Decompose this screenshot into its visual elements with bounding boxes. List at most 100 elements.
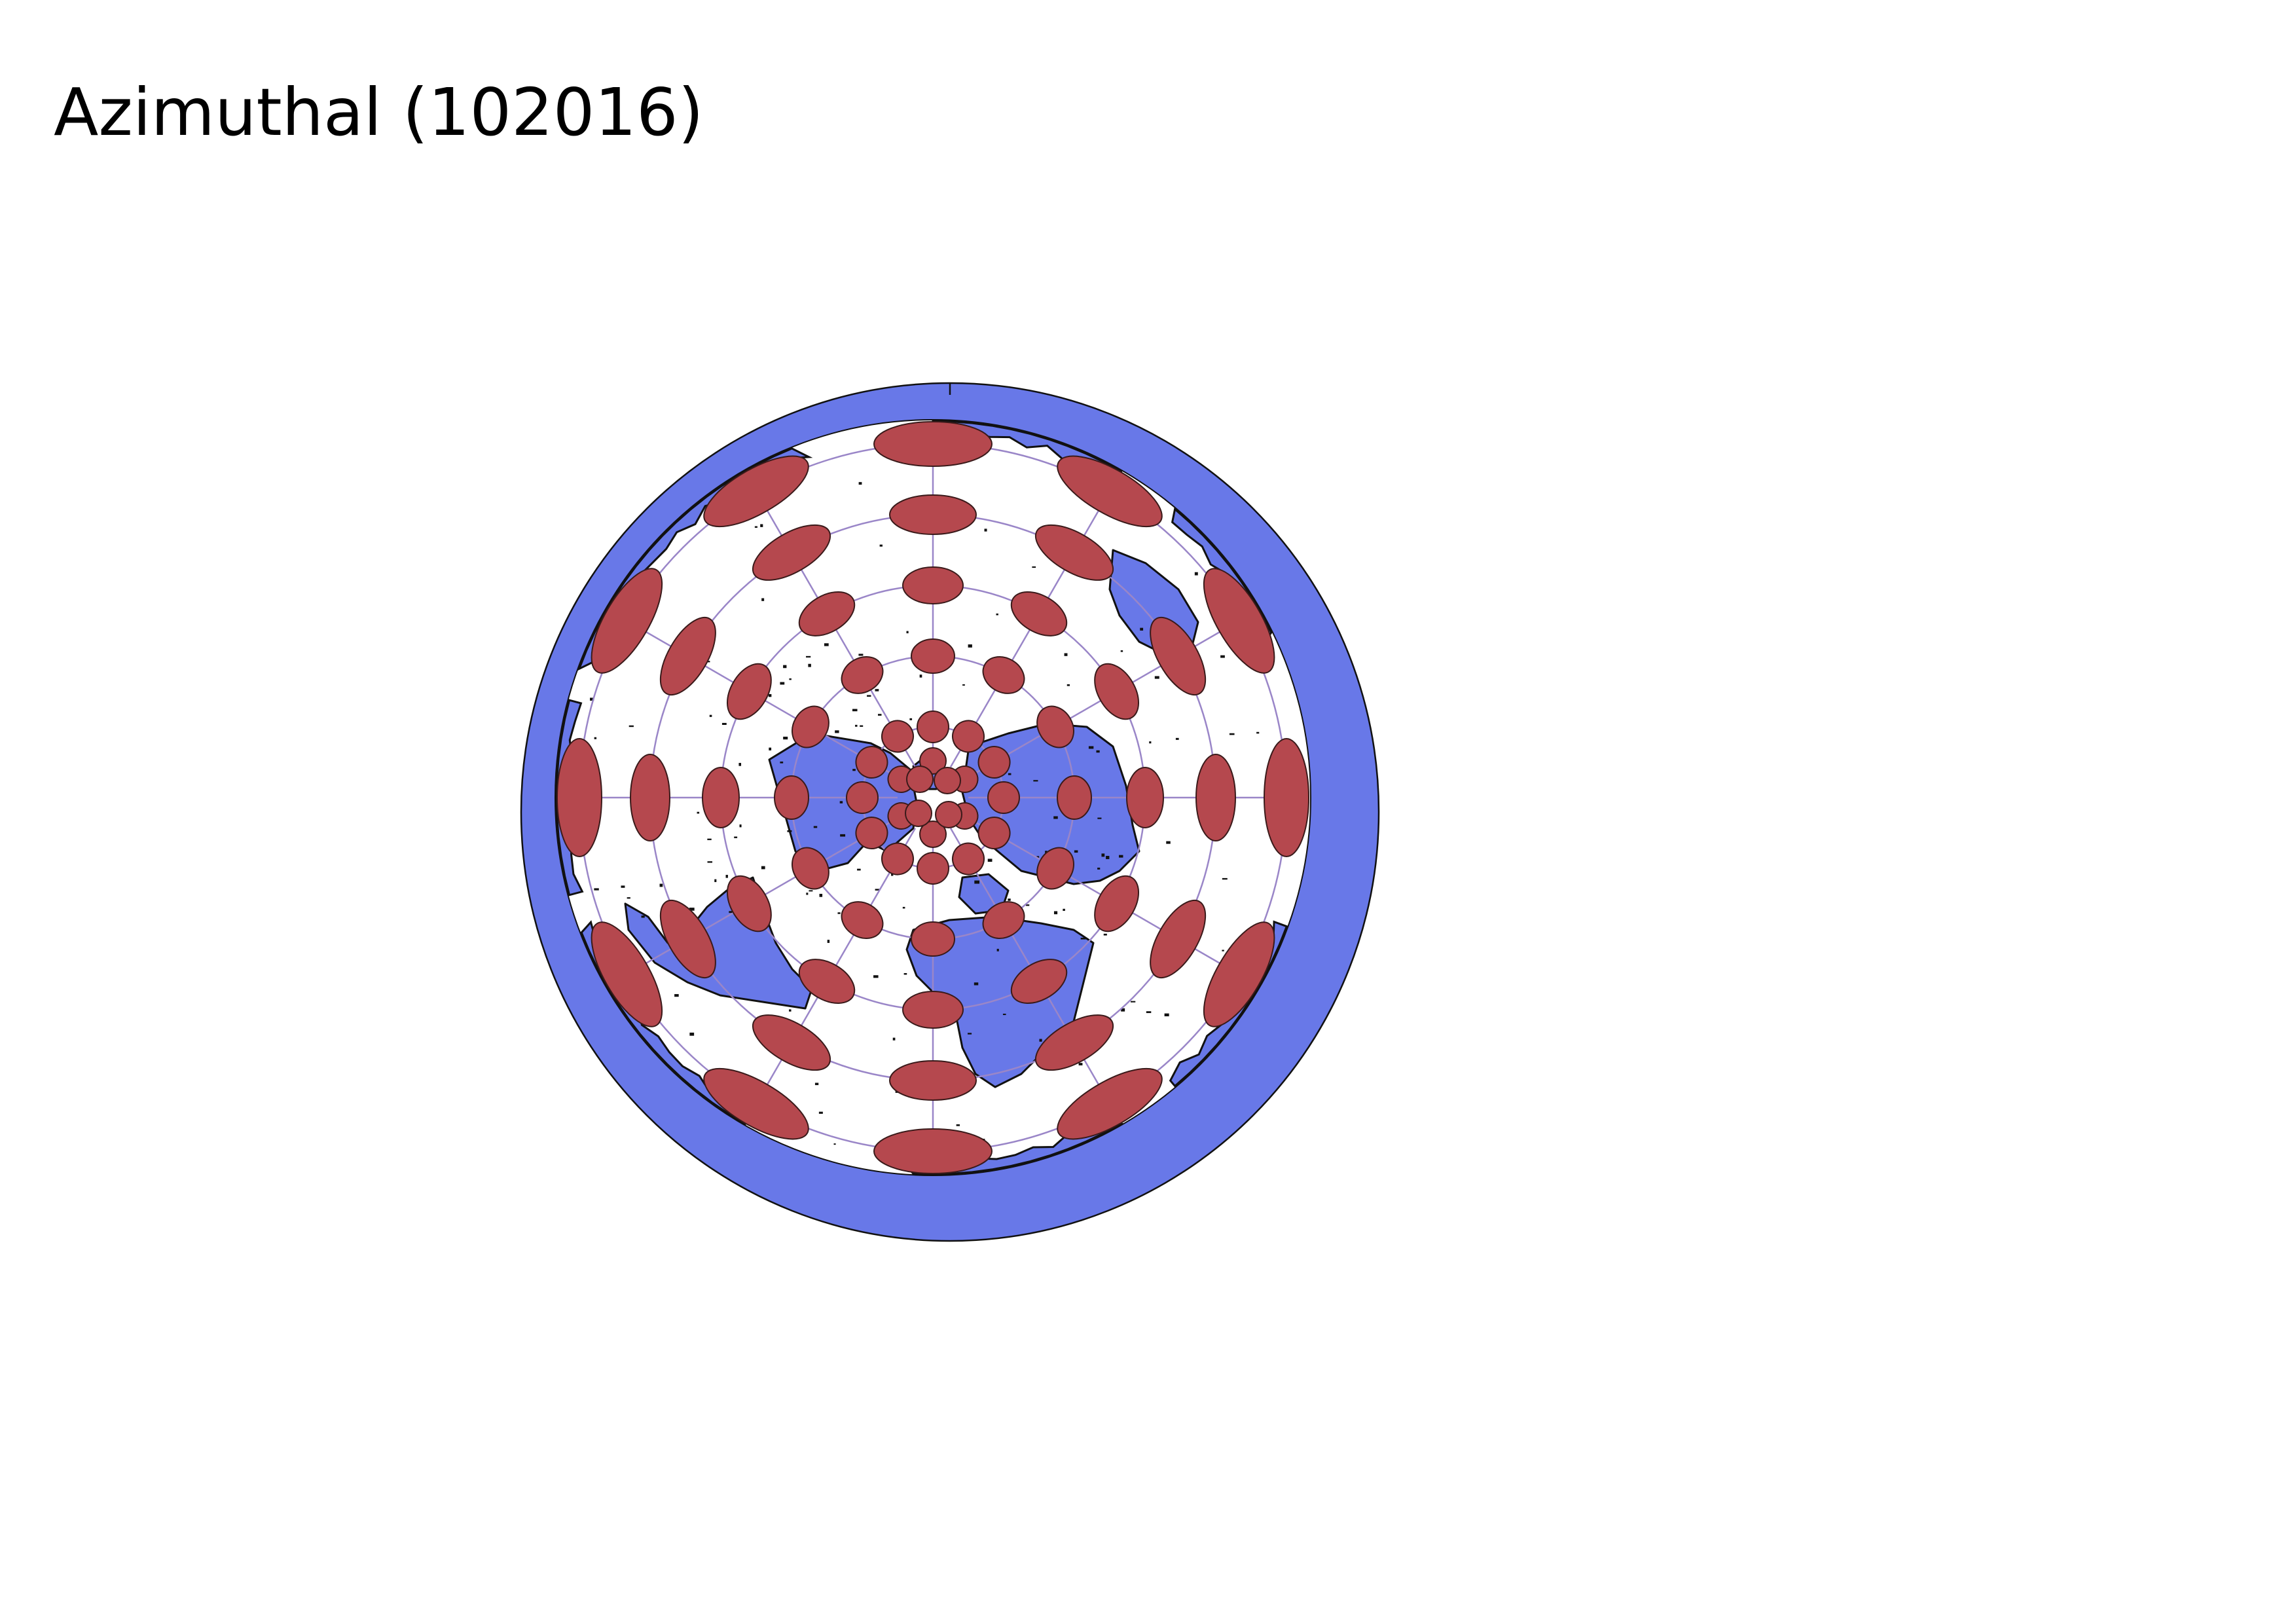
island [996,613,998,616]
tissot-ellipse [1057,775,1092,820]
island [1053,911,1058,915]
tissot-ellipse [1034,1014,1114,1071]
island [837,912,841,914]
tissot-ellipse [1195,754,1236,841]
island [783,665,787,669]
island [968,644,972,648]
island [1063,908,1065,912]
tissot-ellipse [630,754,670,841]
island [813,826,818,828]
island [1121,1008,1125,1012]
island [1080,937,1086,940]
island [1066,684,1070,686]
island [1164,1013,1169,1017]
island [1032,566,1036,568]
island [1103,933,1107,936]
tissot-ellipse [1036,847,1074,890]
tissot-ellipse [792,705,829,748]
island [780,761,784,764]
tissot-ellipse [1126,767,1164,828]
island [738,763,742,766]
island [1229,733,1235,735]
island [1119,855,1123,858]
island [783,736,788,740]
island [858,654,864,656]
tissot-ellipse [889,1060,977,1101]
tissot-ellipse [977,746,1011,779]
island [714,879,717,883]
tissot-ellipse [591,568,663,674]
island [789,678,792,680]
tissot-ellipse [855,746,888,779]
island [590,697,594,701]
tissot-ellipse [1010,959,1068,1005]
tissot-ellipse [911,638,955,674]
island [891,873,894,876]
tissot-ellipse [855,817,888,849]
island [1002,1014,1006,1016]
island [996,948,999,951]
tissot-ellipse [1094,875,1140,932]
tissot-ellipse [873,1128,993,1174]
tissot-ellipse [917,852,949,885]
tissot-ellipse [726,875,772,932]
map-title: Azimuthal (102016) [54,74,704,151]
tissot-ellipse [841,656,884,694]
island [707,838,712,840]
island [873,975,879,978]
island [1039,1039,1042,1042]
island [806,893,809,895]
tissot-ellipse [1094,663,1140,720]
island [1175,737,1179,740]
island [1064,653,1068,656]
tissot-ellipse [917,710,949,743]
island [706,661,710,663]
tissot-ellipse [591,921,663,1027]
island [808,663,811,667]
island [674,994,679,997]
island [789,1009,792,1012]
island [879,544,883,547]
island [761,598,765,601]
tissot-ellipse [798,591,856,637]
island [857,868,861,871]
island [1096,750,1100,753]
island [1166,841,1171,844]
island [761,866,765,870]
tissot-ellipse [703,1067,809,1140]
island [721,722,727,726]
island [833,1143,836,1145]
island [860,725,864,727]
tissot-ellipse [1010,591,1068,637]
island [697,811,700,814]
island [1097,817,1102,819]
island [594,737,597,739]
tissot-ellipse [846,781,879,814]
island [1101,853,1105,857]
island [787,830,792,832]
tissot-ellipse [702,767,740,828]
island [984,528,987,532]
tissot-ellipse [774,775,809,820]
island [974,880,979,884]
tissot-ellipse [659,616,716,696]
island [689,1032,695,1036]
tissot-ellipse [1150,616,1207,696]
island [1025,904,1030,906]
island [819,893,823,897]
island [1120,650,1123,652]
island [594,888,599,891]
island [1074,850,1078,853]
tissot-ellipse [1036,705,1074,748]
island [1088,746,1094,749]
island [818,1111,823,1114]
map-edge [520,382,1380,1242]
tissot-ellipse [1203,921,1275,1027]
island [974,982,979,986]
island [707,861,713,863]
tissot-ellipse [919,821,947,848]
island [1078,1063,1083,1065]
island [729,911,733,913]
island [867,695,871,697]
island [739,824,742,828]
